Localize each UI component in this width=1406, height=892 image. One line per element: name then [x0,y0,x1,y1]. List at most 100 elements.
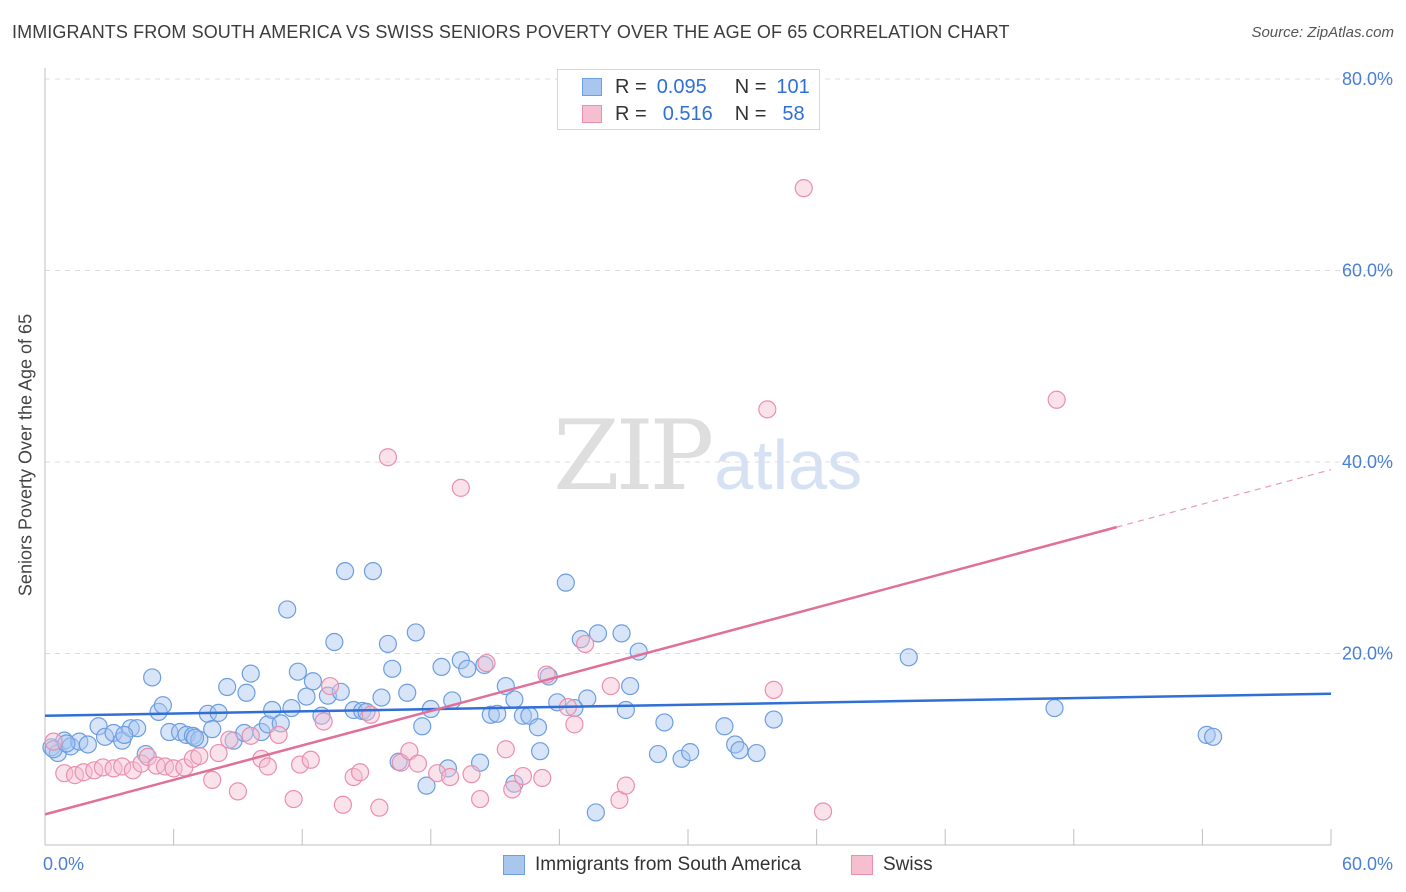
data-point-swiss [209,743,228,763]
data-point-immigrants [325,632,344,652]
data-point-immigrants [398,683,417,702]
legend-row-pink: R = 0.516 N = 58 [582,102,805,126]
data-point-swiss [601,676,620,696]
y-tick-label: 80.0% [1342,69,1393,89]
data-point-swiss [794,179,813,198]
data-point-swiss [228,782,247,801]
trend-line-immigrants [44,692,1332,717]
data-point-immigrants [297,687,316,706]
legend-swatch-blue [582,78,602,96]
data-point-immigrants [143,668,162,687]
data-point-swiss [190,746,209,766]
data-point-immigrants [715,717,734,736]
legend-row-blue: R = 0.095 N = 101 [582,75,810,99]
data-point-immigrants [565,698,584,718]
bottom-legend-pink: Swiss [851,852,933,878]
trend-line-swiss-extension [1116,469,1332,528]
data-point-immigrants [899,648,918,667]
data-point-swiss [378,448,398,467]
data-point-immigrants [331,682,350,701]
trend-lines [44,469,1332,816]
data-point-immigrants [383,659,402,678]
legend-n-value: 58 [782,102,805,125]
y-tick-label: 40.0% [1342,452,1393,472]
data-point-immigrants [278,600,297,619]
data-point-immigrants [95,727,115,746]
axis-tick-labels: 20.0% 40.0% 60.0% 80.0% 0.0% 60.0% [43,69,1393,874]
trend-line-swiss [44,525,1117,816]
data-point-swiss [333,795,353,814]
watermark: ZIPatlas [553,400,862,512]
data-point-immigrants [655,713,674,732]
legend-r-value: 0.095 [656,75,707,98]
data-point-swiss [370,798,389,817]
data-point-swiss [314,712,333,731]
data-point-immigrants [89,717,108,736]
chart-title: IMMIGRANTS FROM SOUTH AMERICA VS SWISS S… [12,22,1010,42]
data-point-immigrants [282,698,301,718]
grid-lines [45,78,1394,654]
data-point-immigrants [378,634,398,654]
data-point-immigrants [413,717,432,736]
data-point-swiss [290,755,310,774]
data-point-swiss [470,789,490,809]
data-point-immigrants [363,562,383,581]
y-tick-label: 60.0% [1342,261,1393,281]
watermark-zip: ZIP [553,400,714,512]
data-point-immigrants [372,688,391,707]
data-point-swiss [440,767,460,787]
data-point-immigrants [406,623,425,642]
data-point-swiss [565,715,584,734]
data-point-immigrants [335,562,355,581]
legend-n-label: N = [734,102,767,125]
data-point-immigrants [115,725,134,744]
data-point-immigrants [764,710,783,729]
data-point-swiss [477,653,496,673]
data-point-immigrants [203,720,222,739]
data-point-immigrants [681,743,700,762]
data-point-immigrants [1204,727,1223,746]
data-point-immigrants [588,624,608,643]
data-point-swiss [241,726,260,745]
source-label: Source: ZipAtlas.com [1251,24,1394,41]
data-point-swiss [758,400,777,419]
data-point-swiss [320,676,340,696]
data-point-immigrants [528,718,548,737]
data-point-immigrants [578,689,597,708]
bottom-legend-swatch-blue [503,855,525,875]
data-point-swiss [408,754,428,773]
data-point-immigrants [417,776,436,795]
data-point-immigrants [263,700,282,720]
data-point-immigrants [288,662,308,681]
data-point-swiss [350,763,370,782]
data-point-immigrants [303,672,323,691]
bottom-legend-blue: Immigrants from South America [503,852,801,878]
data-point-immigrants [153,696,172,715]
data-point-immigrants [458,659,477,678]
data-point-immigrants [218,677,237,697]
legend-swatch-pink [582,105,602,123]
data-point-swiss [451,478,470,497]
data-point-swiss [113,757,132,776]
y-tick-label: 20.0% [1342,644,1393,664]
data-point-swiss [284,789,303,809]
data-point-swiss [132,754,151,773]
legend-r-value: 0.516 [662,102,713,125]
data-point-immigrants [730,741,749,760]
data-point-immigrants [78,735,97,754]
watermark-atlas: atlas [714,426,863,504]
data-point-immigrants [556,573,575,592]
data-point-immigrants [488,704,507,723]
x-tick-label: 60.0% [1342,854,1393,874]
data-point-swiss [258,757,278,776]
data-point-swiss [813,802,833,821]
data-point-immigrants [481,705,500,724]
data-point-immigrants [586,803,605,822]
data-point-immigrants [505,690,524,709]
legend-n-label: N = [734,75,767,98]
x-tick-label: 0.0% [43,854,84,874]
legend-r-label: R = [615,75,647,98]
data-point-swiss [269,725,288,744]
data-point-immigrants [648,744,668,764]
data-point-immigrants [1045,698,1064,718]
